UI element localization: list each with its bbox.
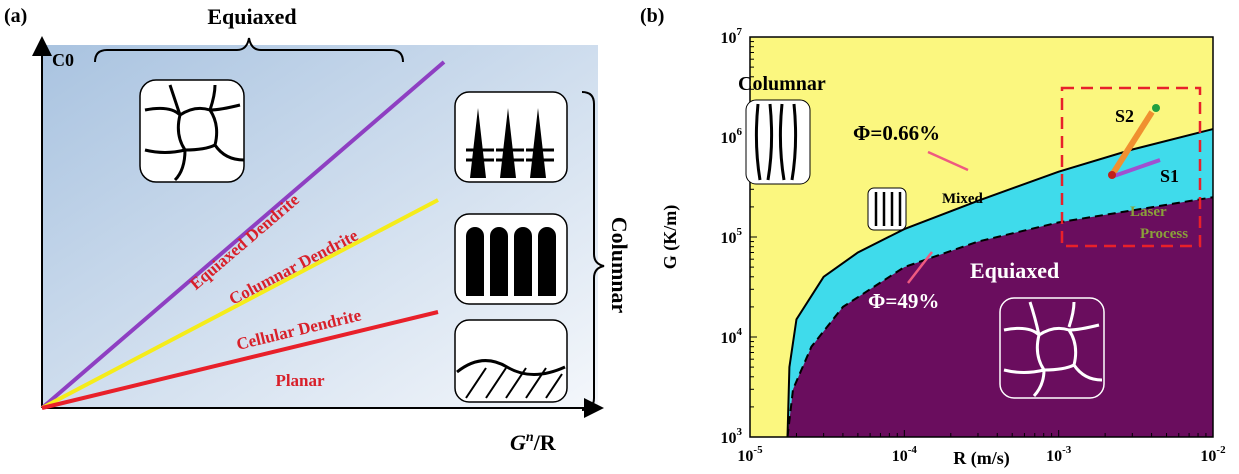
tick-label: 107 — [721, 26, 743, 47]
tick-exp: 3 — [737, 426, 743, 438]
tick-exp: 4 — [737, 326, 743, 338]
tick-exp: 5 — [737, 226, 743, 238]
annotation: Φ=0.66% — [853, 121, 940, 145]
panel-label: (b) — [640, 5, 664, 27]
annotation: Φ=49% — [868, 289, 939, 313]
tick-exp: -3 — [1062, 444, 1072, 456]
tick-exp: 6 — [737, 126, 743, 138]
x-label-base: G — [510, 430, 526, 455]
panel-label: (a) — [4, 5, 27, 27]
tick-label: 10-5 — [737, 444, 763, 465]
region-label: Equiaxed — [970, 258, 1059, 283]
y-label: C0 — [52, 50, 74, 70]
tick-base: 10 — [892, 448, 908, 465]
equiaxed-icon — [140, 80, 244, 182]
tick-exp: -5 — [753, 444, 763, 456]
tick-exp: -2 — [1216, 444, 1226, 456]
tick-label: 104 — [721, 326, 743, 347]
region-label: Columnar — [738, 73, 826, 95]
start-point — [1108, 171, 1116, 179]
right-label: Columnar — [607, 217, 632, 314]
tick-base: 10 — [1200, 448, 1216, 465]
tick-base: 10 — [721, 30, 737, 47]
region-label: Mixed — [942, 191, 983, 207]
end-point — [1152, 104, 1160, 112]
figure: (a) Equiaxed Columnar C0 Gn/R Equiaxed D… — [0, 0, 1239, 469]
line-label: Planar — [275, 371, 325, 390]
cellular-icon — [455, 214, 567, 304]
tick-exp: 7 — [737, 26, 743, 38]
tick-base: 10 — [1046, 448, 1062, 465]
tick-base: 10 — [721, 430, 737, 447]
arrow-label: S2 — [1115, 106, 1134, 126]
x-label-exp: n — [526, 430, 534, 445]
tick-label: 106 — [721, 126, 743, 147]
tick-base: 10 — [721, 130, 737, 147]
tick-base: 10 — [721, 230, 737, 247]
tick-label: 10-2 — [1200, 444, 1226, 465]
box-label: Laser — [1130, 204, 1167, 220]
tick-label: 105 — [721, 226, 743, 247]
arrow-label: S1 — [1160, 166, 1179, 186]
tick-base: 10 — [737, 448, 753, 465]
x-label: Gn/R — [510, 430, 557, 455]
box-label: Process — [1140, 226, 1188, 242]
top-label: Equiaxed — [207, 4, 296, 29]
x-title: R (m/s) — [953, 448, 1010, 469]
y-title: G (K/m) — [660, 205, 681, 270]
tick-label: 10-4 — [892, 444, 918, 465]
x-label-rest: /R — [533, 430, 557, 455]
dendrite-icon — [455, 92, 567, 182]
tick-exp: -4 — [908, 444, 918, 456]
tick-label: 10-3 — [1046, 444, 1072, 465]
tick-label: 103 — [721, 426, 743, 447]
planar-icon — [455, 320, 567, 402]
tick-base: 10 — [721, 330, 737, 347]
